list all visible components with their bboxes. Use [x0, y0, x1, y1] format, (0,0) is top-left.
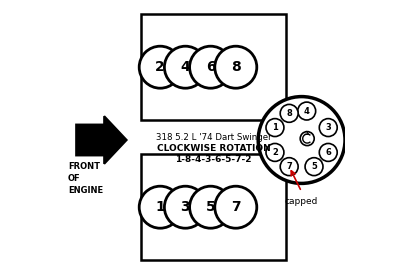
Text: 3: 3: [180, 200, 190, 214]
Circle shape: [319, 143, 336, 161]
Bar: [140, 154, 285, 260]
Text: 6: 6: [324, 148, 330, 157]
Text: 2: 2: [155, 60, 165, 74]
Text: 8: 8: [230, 60, 240, 74]
Circle shape: [297, 102, 315, 120]
Text: 318 5.2 L '74 Dart Swinger: 318 5.2 L '74 Dart Swinger: [155, 133, 270, 142]
Circle shape: [164, 186, 206, 228]
Circle shape: [279, 104, 297, 122]
Text: 4: 4: [303, 107, 309, 116]
Text: 1: 1: [271, 123, 277, 132]
Circle shape: [164, 46, 206, 88]
Circle shape: [214, 186, 256, 228]
Circle shape: [139, 186, 181, 228]
Circle shape: [139, 46, 181, 88]
Text: 5: 5: [205, 200, 215, 214]
Text: 1: 1: [155, 200, 165, 214]
Text: 3: 3: [325, 123, 330, 132]
Circle shape: [258, 97, 344, 183]
Text: 7: 7: [285, 162, 291, 171]
Text: 1-8-4-3-6-5-7-2: 1-8-4-3-6-5-7-2: [175, 155, 251, 164]
Circle shape: [189, 46, 231, 88]
Circle shape: [265, 143, 283, 161]
Text: FRONT
OF
ENGINE: FRONT OF ENGINE: [67, 162, 103, 195]
Text: 5: 5: [310, 162, 316, 171]
Text: 4: 4: [180, 60, 190, 74]
Circle shape: [304, 158, 322, 176]
Text: capped: capped: [284, 197, 317, 206]
Circle shape: [279, 158, 297, 176]
Circle shape: [214, 46, 256, 88]
Bar: [140, 14, 285, 120]
Text: 8: 8: [285, 109, 291, 118]
Polygon shape: [76, 116, 126, 164]
Text: 6: 6: [205, 60, 215, 74]
Circle shape: [265, 119, 283, 137]
Text: 7: 7: [230, 200, 240, 214]
Circle shape: [189, 186, 231, 228]
Circle shape: [299, 132, 313, 146]
Text: 2: 2: [271, 148, 277, 157]
Circle shape: [319, 119, 336, 137]
Text: CLOCKWISE ROTATION: CLOCKWISE ROTATION: [156, 144, 270, 153]
